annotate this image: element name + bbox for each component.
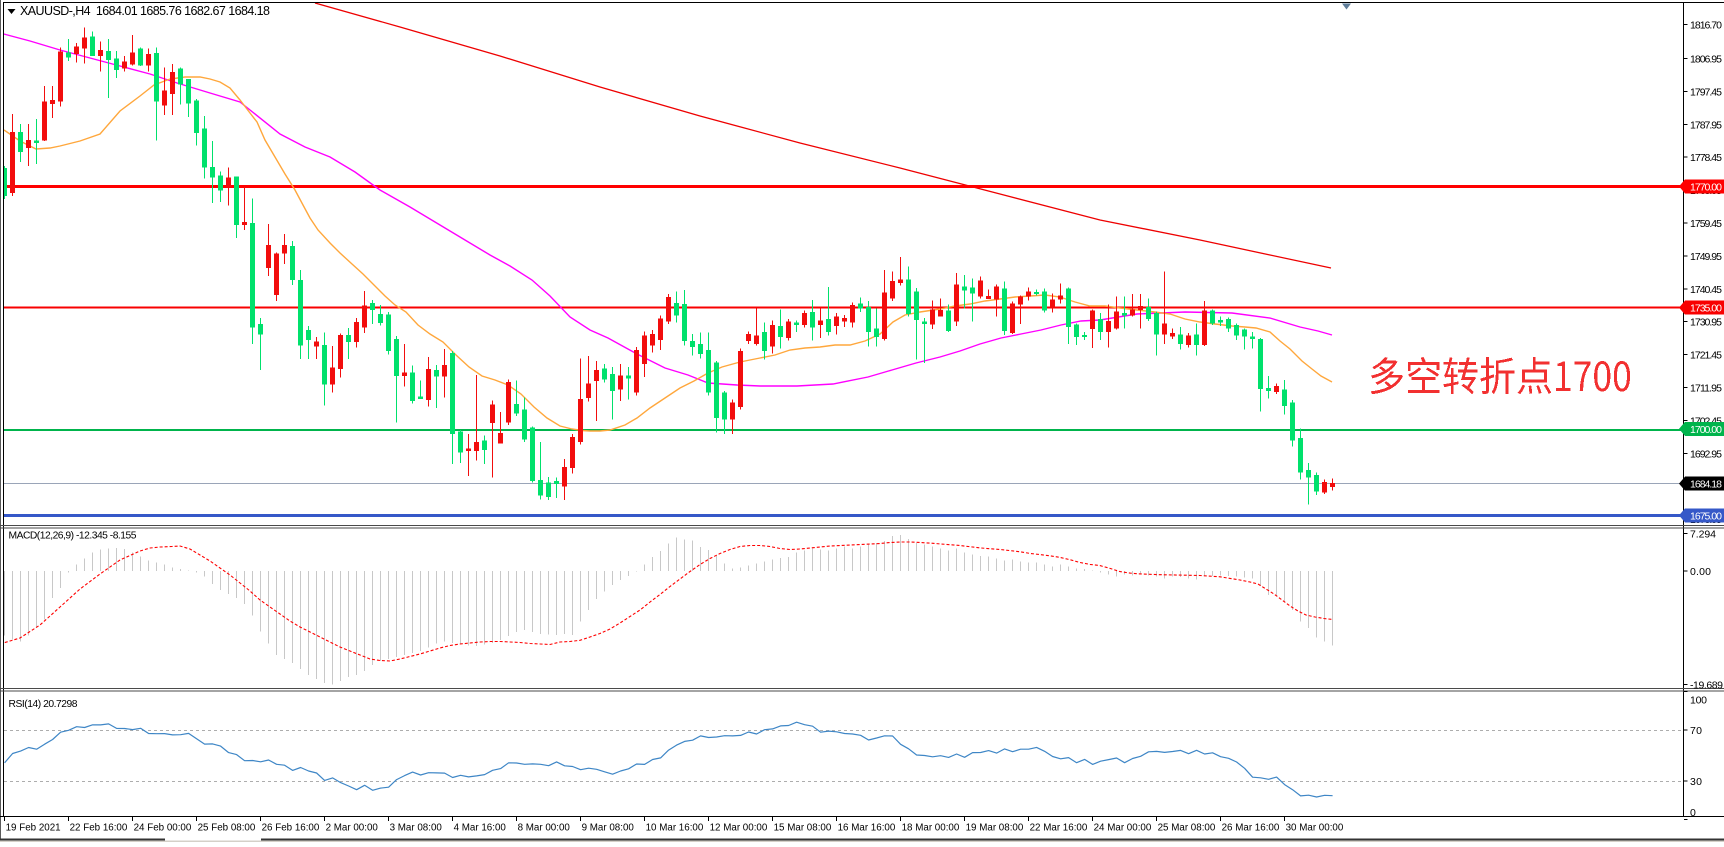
svg-text:24 Feb 00:00: 24 Feb 00:00 — [134, 823, 192, 834]
svg-text:1721.45: 1721.45 — [1690, 350, 1722, 362]
svg-text:RSI(14) 20.7298: RSI(14) 20.7298 — [9, 699, 78, 710]
svg-text:1778.45: 1778.45 — [1690, 152, 1722, 164]
svg-text:12 Mar 00:00: 12 Mar 00:00 — [710, 823, 768, 834]
svg-text:8 Mar 00:00: 8 Mar 00:00 — [518, 823, 571, 834]
svg-text:25 Feb 08:00: 25 Feb 08:00 — [198, 823, 256, 834]
svg-text:19 Feb 2021: 19 Feb 2021 — [6, 823, 61, 834]
svg-text:30: 30 — [1690, 776, 1702, 788]
svg-text:1816.70: 1816.70 — [1690, 20, 1722, 32]
svg-text:100: 100 — [1690, 695, 1707, 707]
svg-text:XAUUSD-,H4 1684.01 1685.76 16: XAUUSD-,H4 1684.01 1685.76 1682.67 1684.… — [20, 4, 270, 18]
svg-text:22 Feb 16:00: 22 Feb 16:00 — [70, 823, 128, 834]
svg-text:1797.45: 1797.45 — [1690, 86, 1722, 98]
svg-text:1711.95: 1711.95 — [1690, 382, 1722, 394]
svg-text:1806.95: 1806.95 — [1690, 53, 1722, 65]
svg-text:1740.45: 1740.45 — [1690, 284, 1722, 296]
svg-text:15 Mar 08:00: 15 Mar 08:00 — [774, 823, 832, 834]
svg-text:4 Mar 16:00: 4 Mar 16:00 — [454, 823, 507, 834]
svg-text:70: 70 — [1690, 725, 1702, 737]
svg-text:9 Mar 08:00: 9 Mar 08:00 — [582, 823, 635, 834]
svg-text:1759.45: 1759.45 — [1690, 218, 1722, 230]
svg-text:18 Mar 00:00: 18 Mar 00:00 — [902, 823, 960, 834]
svg-text:30 Mar 00:00: 30 Mar 00:00 — [1286, 823, 1344, 834]
svg-text:25 Mar 08:00: 25 Mar 08:00 — [1158, 823, 1216, 834]
svg-text:16 Mar 16:00: 16 Mar 16:00 — [838, 823, 896, 834]
svg-text:MACD(12,26,9) -12.345 -8.155: MACD(12,26,9) -12.345 -8.155 — [9, 531, 137, 542]
svg-text:0: 0 — [1690, 807, 1696, 819]
svg-text:1770.00: 1770.00 — [1690, 181, 1722, 193]
svg-text:-19.689: -19.689 — [1690, 680, 1723, 692]
svg-text:19 Mar 08:00: 19 Mar 08:00 — [966, 823, 1024, 834]
svg-text:1675.00: 1675.00 — [1690, 510, 1722, 522]
svg-text:24 Mar 00:00: 24 Mar 00:00 — [1094, 823, 1152, 834]
svg-text:1700.00: 1700.00 — [1690, 424, 1722, 436]
svg-text:1730.95: 1730.95 — [1690, 317, 1722, 329]
svg-text:2 Mar 00:00: 2 Mar 00:00 — [326, 823, 379, 834]
svg-text:10 Mar 16:00: 10 Mar 16:00 — [646, 823, 704, 834]
svg-text:26 Feb 16:00: 26 Feb 16:00 — [262, 823, 320, 834]
svg-text:1692.95: 1692.95 — [1690, 448, 1722, 460]
svg-text:1787.95: 1787.95 — [1690, 119, 1722, 131]
svg-text:1749.95: 1749.95 — [1690, 251, 1722, 263]
svg-text:26 Mar 16:00: 26 Mar 16:00 — [1222, 823, 1280, 834]
svg-text:1735.00: 1735.00 — [1690, 303, 1722, 315]
svg-text:7.294: 7.294 — [1690, 529, 1716, 541]
svg-text:3 Mar 08:00: 3 Mar 08:00 — [390, 823, 443, 834]
svg-text:1684.18: 1684.18 — [1690, 479, 1722, 491]
svg-text:0.00: 0.00 — [1690, 566, 1711, 578]
svg-text:22 Mar 16:00: 22 Mar 16:00 — [1030, 823, 1088, 834]
